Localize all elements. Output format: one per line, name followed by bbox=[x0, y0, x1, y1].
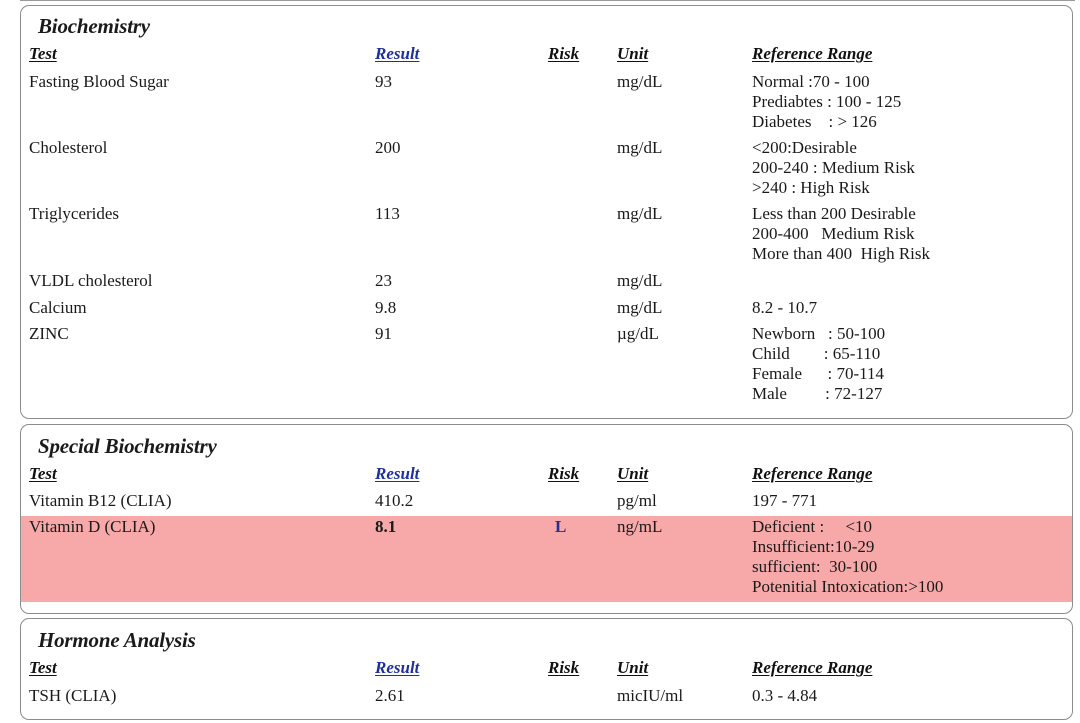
reference-range: 197 - 771 bbox=[752, 491, 817, 511]
header-unit: Unit bbox=[617, 464, 649, 483]
result-value: 200 bbox=[375, 138, 401, 157]
unit: mg/dL bbox=[617, 271, 663, 290]
header-reference-range: Reference Range bbox=[752, 44, 873, 63]
reference-line: Less than 200 Desirable bbox=[752, 204, 916, 223]
test-name: Triglycerides bbox=[29, 204, 120, 223]
header-test: Test bbox=[29, 658, 57, 677]
reference-line: Potenitial Intoxication:>100 bbox=[752, 577, 944, 596]
reference-range: Newborn : 50-100 Child : 65-110 Female :… bbox=[752, 324, 885, 404]
hormone-analysis-panel: Hormone Analysis Test Result Risk Unit R… bbox=[20, 618, 1073, 720]
header-risk: Risk bbox=[548, 464, 580, 483]
header-unit: Unit bbox=[617, 658, 649, 677]
reference-line: Deficient : <10 bbox=[752, 517, 873, 536]
test-name: Fasting Blood Sugar bbox=[29, 72, 169, 91]
reference-range: Normal :70 - 100 Prediabtes : 100 - 125 … bbox=[752, 72, 901, 132]
unit: mg/dL bbox=[617, 298, 663, 317]
header-unit: Unit bbox=[617, 44, 649, 63]
reference-line: 197 - 771 bbox=[752, 491, 818, 510]
reference-line: Female : 70-114 bbox=[752, 364, 885, 383]
header-risk: Risk bbox=[548, 44, 580, 63]
unit: micIU/ml bbox=[617, 686, 684, 705]
test-name: Vitamin B12 (CLIA) bbox=[29, 491, 172, 510]
reference-line: Male : 72-127 bbox=[752, 384, 883, 403]
unit: mg/dL bbox=[617, 138, 663, 157]
reference-line: sufficient: 30-100 bbox=[752, 557, 878, 576]
reference-range: <200:Desirable 200-240 : Medium Risk >24… bbox=[752, 138, 915, 198]
biochemistry-panel: Biochemistry Test Result Risk Unit Refer… bbox=[20, 5, 1073, 419]
unit: µg/dL bbox=[617, 324, 659, 343]
result-value: 93 bbox=[375, 72, 392, 91]
result-value-flagged: 8.1 bbox=[375, 517, 397, 536]
unit: mg/dL bbox=[617, 204, 663, 223]
reference-range: Less than 200 Desirable 200-400 Medium R… bbox=[752, 204, 930, 264]
header-result: Result bbox=[375, 658, 420, 677]
risk-flag-low: L bbox=[555, 517, 567, 536]
reference-line: <200:Desirable bbox=[752, 138, 857, 157]
reference-line: 200-240 : Medium Risk bbox=[752, 158, 915, 177]
reference-line: Insufficient:10-29 bbox=[752, 537, 875, 556]
section-title-biochemistry: Biochemistry bbox=[38, 14, 158, 39]
reference-line: Diabetes : > 126 bbox=[752, 112, 877, 131]
unit: mg/dL bbox=[617, 72, 663, 91]
reference-line: Child : 65-110 bbox=[752, 344, 881, 363]
reference-line: Prediabtes : 100 - 125 bbox=[752, 92, 902, 111]
unit: pg/ml bbox=[617, 491, 657, 510]
reference-line: Normal :70 - 100 bbox=[752, 72, 870, 91]
header-test: Test bbox=[29, 44, 57, 63]
header-result: Result bbox=[375, 464, 420, 483]
header-result: Result bbox=[375, 44, 420, 63]
reference-line: Newborn : 50-100 bbox=[752, 324, 886, 343]
test-name: ZINC bbox=[29, 324, 69, 343]
header-reference-range: Reference Range bbox=[752, 658, 873, 677]
top-divider bbox=[20, 0, 1075, 1]
header-test: Test bbox=[29, 464, 57, 483]
flagged-result-row: Vitamin D (CLIA) 8.1 L ng/mL Deficient :… bbox=[21, 516, 1072, 602]
reference-line: 8.2 - 10.7 bbox=[752, 298, 818, 317]
header-risk: Risk bbox=[548, 658, 580, 677]
test-name: Calcium bbox=[29, 298, 87, 317]
unit: ng/mL bbox=[617, 517, 663, 536]
reference-line: 200-400 Medium Risk bbox=[752, 224, 915, 243]
test-name: Cholesterol bbox=[29, 138, 108, 157]
test-name: TSH (CLIA) bbox=[29, 686, 117, 705]
reference-range: Deficient : <10 Insufficient:10-29 suffi… bbox=[752, 517, 943, 597]
reference-line: More than 400 High Risk bbox=[752, 244, 931, 263]
reference-range: 0.3 - 4.84 bbox=[752, 686, 817, 706]
section-title-special-biochemistry: Special Biochemistry bbox=[38, 434, 225, 459]
result-value: 9.8 bbox=[375, 298, 397, 317]
test-name: Vitamin D (CLIA) bbox=[29, 517, 156, 536]
result-value: 113 bbox=[375, 204, 400, 223]
header-reference-range: Reference Range bbox=[752, 464, 873, 483]
reference-line: >240 : High Risk bbox=[752, 178, 870, 197]
special-biochemistry-panel: Special Biochemistry Test Result Risk Un… bbox=[20, 424, 1073, 614]
result-value: 91 bbox=[375, 324, 392, 343]
result-value: 410.2 bbox=[375, 491, 414, 510]
result-value: 2.61 bbox=[375, 686, 405, 705]
reference-line: 0.3 - 4.84 bbox=[752, 686, 818, 705]
test-name: VLDL cholesterol bbox=[29, 271, 153, 290]
reference-range: 8.2 - 10.7 bbox=[752, 298, 817, 318]
result-value: 23 bbox=[375, 271, 392, 290]
section-title-hormone-analysis: Hormone Analysis bbox=[38, 628, 204, 653]
